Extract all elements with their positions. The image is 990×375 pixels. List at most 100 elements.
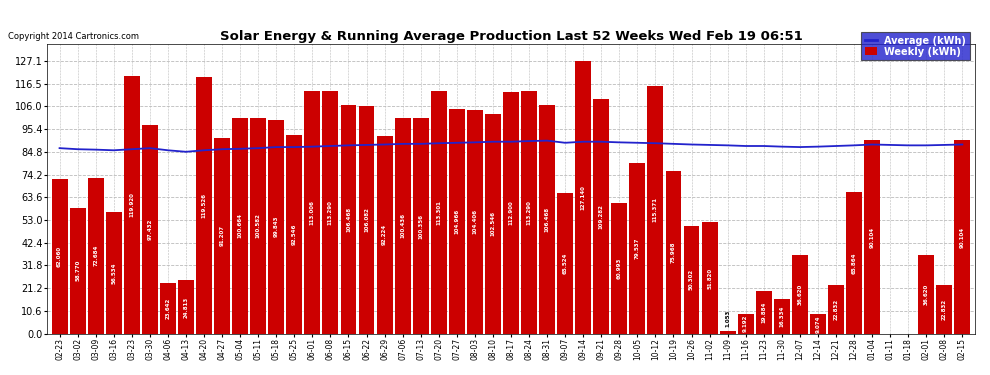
Bar	[846, 192, 862, 334]
Text: 100.582: 100.582	[255, 213, 260, 238]
Text: 100.436: 100.436	[400, 213, 405, 238]
Bar	[937, 285, 952, 334]
Text: 92.546: 92.546	[292, 224, 297, 245]
Bar	[612, 203, 628, 334]
Bar	[69, 208, 85, 334]
Text: 75.968: 75.968	[671, 242, 676, 263]
Bar	[358, 106, 374, 334]
Bar	[395, 118, 411, 334]
Bar	[503, 92, 519, 334]
Bar	[448, 108, 464, 334]
Text: 127.140: 127.140	[581, 185, 586, 210]
Bar	[214, 138, 230, 334]
Bar	[557, 193, 573, 334]
Text: 113.290: 113.290	[328, 200, 333, 225]
Text: 24.813: 24.813	[183, 296, 188, 318]
Text: Copyright 2014 Cartronics.com: Copyright 2014 Cartronics.com	[8, 32, 139, 41]
Text: 100.356: 100.356	[418, 213, 423, 238]
Bar	[160, 283, 176, 334]
Text: 113.290: 113.290	[527, 200, 532, 225]
Text: 9.192: 9.192	[743, 315, 748, 332]
Bar	[250, 118, 266, 334]
Bar	[286, 135, 302, 334]
Bar	[540, 105, 555, 334]
Text: 65.864: 65.864	[851, 252, 856, 274]
Text: 58.770: 58.770	[75, 260, 80, 281]
Bar	[954, 140, 970, 334]
Bar	[341, 105, 356, 334]
Text: 112.900: 112.900	[509, 200, 514, 225]
Bar	[630, 163, 645, 334]
Text: 90.104: 90.104	[960, 226, 965, 248]
Text: 115.371: 115.371	[653, 197, 658, 222]
Text: 50.302: 50.302	[689, 269, 694, 290]
Text: 23.642: 23.642	[165, 298, 170, 319]
Bar	[864, 140, 880, 334]
Text: 65.524: 65.524	[562, 253, 567, 274]
Text: 104.966: 104.966	[454, 209, 459, 234]
Bar	[467, 110, 483, 334]
Text: 99.843: 99.843	[273, 216, 279, 237]
Text: 119.526: 119.526	[202, 193, 207, 218]
Text: 104.406: 104.406	[472, 209, 477, 234]
Text: 9.074: 9.074	[816, 315, 821, 333]
Text: 106.468: 106.468	[346, 207, 350, 232]
Text: 92.224: 92.224	[382, 224, 387, 245]
Text: 113.301: 113.301	[437, 200, 442, 225]
Bar	[919, 255, 935, 334]
Text: 100.664: 100.664	[238, 213, 243, 238]
Bar	[683, 226, 700, 334]
Bar	[665, 171, 681, 334]
Text: 97.432: 97.432	[148, 219, 152, 240]
Text: 106.468: 106.468	[544, 207, 549, 232]
Bar	[593, 99, 609, 334]
Bar	[51, 179, 67, 334]
Text: 109.282: 109.282	[599, 204, 604, 229]
Text: 72.684: 72.684	[93, 245, 98, 266]
Text: 62.060: 62.060	[57, 246, 62, 267]
Bar	[431, 91, 446, 334]
Bar	[792, 255, 808, 334]
Text: 36.620: 36.620	[924, 284, 929, 305]
Bar	[521, 91, 537, 334]
Bar	[720, 332, 736, 334]
Text: 119.920: 119.920	[130, 193, 135, 217]
Bar	[106, 212, 122, 334]
Bar	[142, 125, 157, 334]
Text: 16.334: 16.334	[779, 305, 784, 327]
Text: 36.620: 36.620	[797, 284, 802, 305]
Text: 60.993: 60.993	[617, 258, 622, 279]
Bar	[738, 314, 753, 334]
Bar	[575, 61, 591, 334]
Bar	[304, 92, 321, 334]
Bar	[413, 118, 429, 334]
Bar	[124, 76, 140, 334]
Bar	[702, 222, 718, 334]
Bar	[376, 136, 392, 334]
Text: 90.104: 90.104	[869, 226, 874, 248]
Text: 113.006: 113.006	[310, 200, 315, 225]
Bar	[178, 280, 194, 334]
Text: 56.534: 56.534	[111, 262, 116, 284]
Text: 1.053: 1.053	[725, 310, 731, 327]
Title: Solar Energy & Running Average Production Last 52 Weeks Wed Feb 19 06:51: Solar Energy & Running Average Productio…	[220, 30, 802, 43]
Text: 51.820: 51.820	[707, 267, 712, 289]
Bar	[755, 291, 771, 334]
Bar	[485, 114, 501, 334]
Text: 22.832: 22.832	[834, 298, 839, 320]
Bar	[233, 118, 248, 334]
Bar	[88, 178, 104, 334]
Bar	[196, 77, 212, 334]
Text: 19.884: 19.884	[761, 302, 766, 323]
Bar	[323, 91, 339, 334]
Bar	[647, 86, 663, 334]
Bar	[268, 120, 284, 334]
Text: 106.082: 106.082	[364, 207, 369, 232]
Text: 79.537: 79.537	[635, 238, 640, 259]
Text: 91.207: 91.207	[220, 225, 225, 246]
Text: 22.832: 22.832	[941, 298, 946, 320]
Bar	[810, 314, 826, 334]
Bar	[774, 298, 790, 334]
Bar	[828, 285, 843, 334]
Legend: Average (kWh), Weekly (kWh): Average (kWh), Weekly (kWh)	[861, 32, 970, 60]
